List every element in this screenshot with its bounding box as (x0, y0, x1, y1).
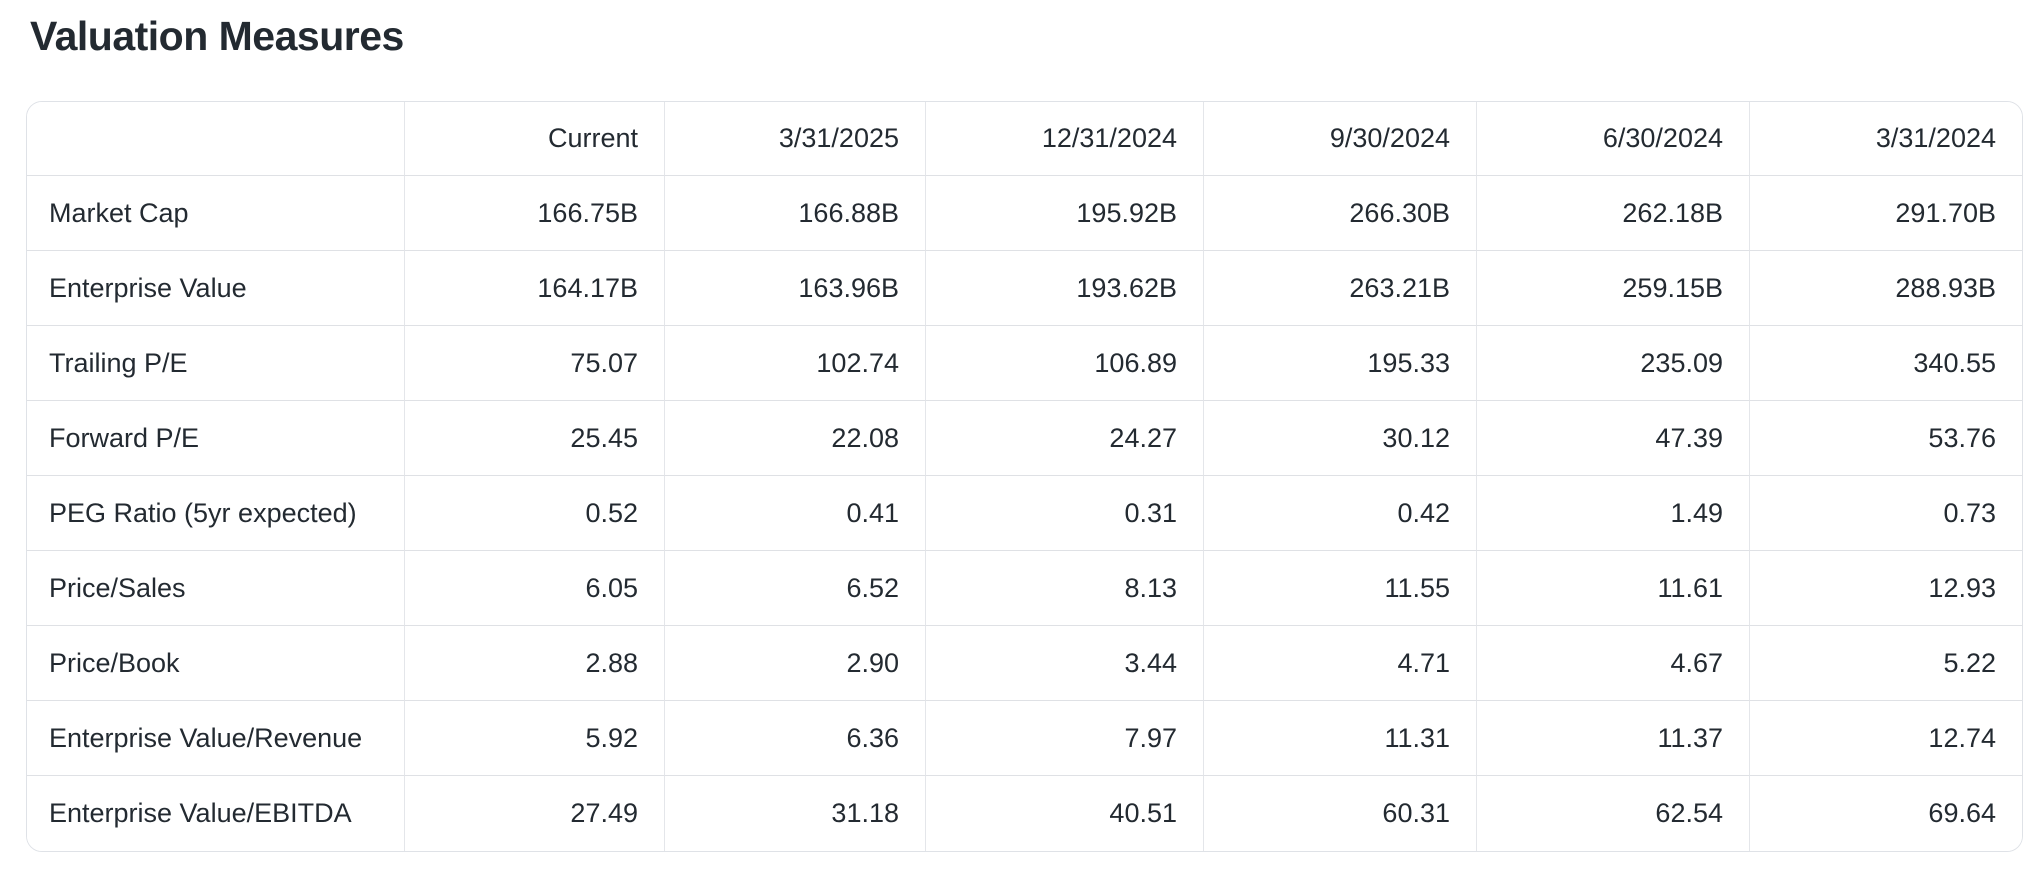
row-label: PEG Ratio (5yr expected) (27, 476, 405, 552)
row-label: Enterprise Value/Revenue (27, 701, 405, 777)
row-label: Forward P/E (27, 401, 405, 477)
cell-value: 47.39 (1477, 401, 1750, 477)
table-row: Enterprise Value/Revenue 5.92 6.36 7.97 11.3… (27, 701, 2022, 777)
table-row: Price/Book 2.88 2.90 3.44 4.71 4.67 5.22 (27, 626, 2022, 702)
cell-value: 195.33 (1204, 326, 1477, 402)
cell-value: 235.09 (1477, 326, 1750, 402)
table-row: PEG Ratio (5yr expected) 0.52 0.41 0.31 0.42… (27, 476, 2022, 552)
cell-value: 340.55 (1750, 326, 2022, 402)
cell-value: 12.93 (1750, 551, 2022, 627)
cell-value: 6.05 (405, 551, 665, 627)
column-header: 9/30/2024 (1204, 102, 1477, 177)
cell-value: 262.18B (1477, 176, 1750, 252)
cell-value: 195.92B (926, 176, 1204, 252)
table-row: Enterprise Value/EBITDA 27.49 31.18 40.51 60… (27, 776, 2022, 852)
table-row: Enterprise Value 164.17B 163.96B 193.62B 263… (27, 251, 2022, 327)
cell-value: 62.54 (1477, 776, 1750, 852)
valuation-measures-table: Current 3/31/2025 12/31/2024 9/30/2024 6/30/… (27, 102, 2022, 852)
cell-value: 288.93B (1750, 251, 2022, 327)
row-label: Trailing P/E (27, 326, 405, 402)
cell-value: 1.49 (1477, 476, 1750, 552)
cell-value: 60.31 (1204, 776, 1477, 852)
row-label: Enterprise Value (27, 251, 405, 327)
cell-value: 40.51 (926, 776, 1204, 852)
cell-value: 3.44 (926, 626, 1204, 702)
table-row: Market Cap 166.75B 166.88B 195.92B 266.30B 26… (27, 176, 2022, 252)
cell-value: 4.67 (1477, 626, 1750, 702)
cell-value: 25.45 (405, 401, 665, 477)
cell-value: 163.96B (665, 251, 926, 327)
corner-header-cell (27, 102, 405, 177)
cell-value: 11.37 (1477, 701, 1750, 777)
cell-value: 11.61 (1477, 551, 1750, 627)
cell-value: 24.27 (926, 401, 1204, 477)
cell-value: 5.22 (1750, 626, 2022, 702)
cell-value: 22.08 (665, 401, 926, 477)
cell-value: 0.31 (926, 476, 1204, 552)
cell-value: 291.70B (1750, 176, 2022, 252)
table-row: Price/Sales 6.05 6.52 8.13 11.55 11.61 12.93 (27, 551, 2022, 627)
cell-value: 166.88B (665, 176, 926, 252)
column-header: 12/31/2024 (926, 102, 1204, 177)
column-header: 6/30/2024 (1477, 102, 1750, 177)
cell-value: 4.71 (1204, 626, 1477, 702)
cell-value: 6.52 (665, 551, 926, 627)
cell-value: 0.42 (1204, 476, 1477, 552)
cell-value: 11.31 (1204, 701, 1477, 777)
row-label: Price/Book (27, 626, 405, 702)
column-header: 3/31/2024 (1750, 102, 2022, 177)
column-header: Current (405, 102, 665, 177)
cell-value: 69.64 (1750, 776, 2022, 852)
cell-value: 266.30B (1204, 176, 1477, 252)
cell-value: 6.36 (665, 701, 926, 777)
table-row: Forward P/E 25.45 22.08 24.27 30.12 47.39 53.7… (27, 401, 2022, 477)
cell-value: 2.88 (405, 626, 665, 702)
cell-value: 0.73 (1750, 476, 2022, 552)
row-label: Market Cap (27, 176, 405, 252)
valuation-measures-table-container: Current 3/31/2025 12/31/2024 9/30/2024 6/30/… (26, 101, 2023, 853)
cell-value: 27.49 (405, 776, 665, 852)
cell-value: 193.62B (926, 251, 1204, 327)
table-body: Market Cap 166.75B 166.88B 195.92B 266.30B 26… (27, 176, 2022, 852)
cell-value: 12.74 (1750, 701, 2022, 777)
page-title: Valuation Measures (30, 13, 404, 59)
cell-value: 2.90 (665, 626, 926, 702)
cell-value: 75.07 (405, 326, 665, 402)
cell-value: 164.17B (405, 251, 665, 327)
cell-value: 8.13 (926, 551, 1204, 627)
cell-value: 166.75B (405, 176, 665, 252)
row-label: Enterprise Value/EBITDA (27, 776, 405, 852)
cell-value: 263.21B (1204, 251, 1477, 327)
cell-value: 11.55 (1204, 551, 1477, 627)
cell-value: 53.76 (1750, 401, 2022, 477)
column-header: 3/31/2025 (665, 102, 926, 177)
cell-value: 30.12 (1204, 401, 1477, 477)
cell-value: 0.41 (665, 476, 926, 552)
cell-value: 31.18 (665, 776, 926, 852)
cell-value: 7.97 (926, 701, 1204, 777)
cell-value: 259.15B (1477, 251, 1750, 327)
header-row: Current 3/31/2025 12/31/2024 9/30/2024 6/30/… (27, 102, 2022, 177)
cell-value: 5.92 (405, 701, 665, 777)
cell-value: 102.74 (665, 326, 926, 402)
cell-value: 106.89 (926, 326, 1204, 402)
row-label: Price/Sales (27, 551, 405, 627)
cell-value: 0.52 (405, 476, 665, 552)
table-row: Trailing P/E 75.07 102.74 106.89 195.33 235.0… (27, 326, 2022, 402)
